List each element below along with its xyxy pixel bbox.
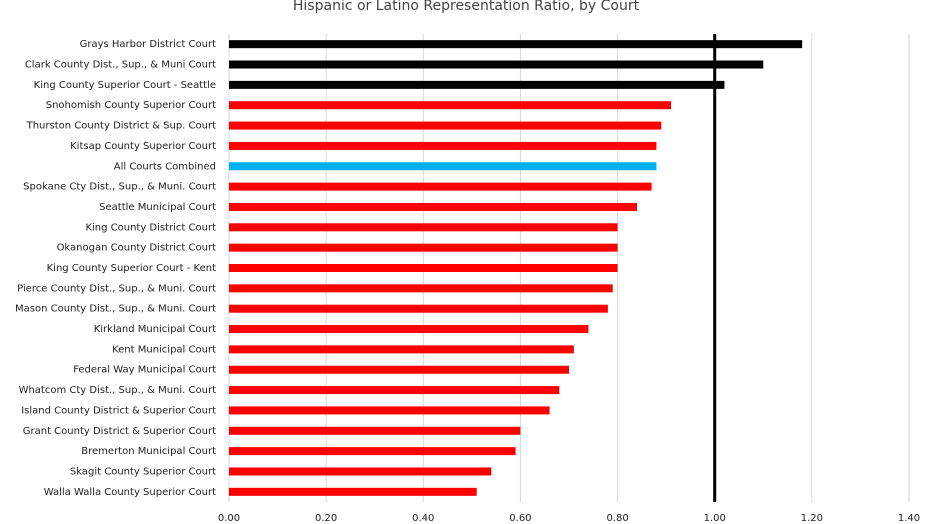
chart-title: Hispanic or Latino Representation Ratio,… bbox=[293, 0, 640, 14]
bar bbox=[229, 162, 657, 171]
bar bbox=[229, 365, 569, 374]
y-tick-label: Island County District & Superior Court bbox=[21, 405, 216, 416]
bar bbox=[229, 40, 803, 49]
y-tick-label: King County Superior Court - Seattle bbox=[34, 80, 216, 91]
y-tick-label: Pierce County Dist., Sup., & Muni. Court bbox=[17, 283, 216, 294]
y-tick-label: Kent Municipal Court bbox=[112, 344, 216, 355]
bar bbox=[229, 264, 618, 272]
x-tick-label: 1.40 bbox=[898, 513, 920, 524]
y-tick-label: Seattle Municipal Court bbox=[99, 202, 216, 213]
y-tick-label: Kitsap County Superior Court bbox=[70, 141, 216, 152]
y-tick-label: Walla Walla County Superior Court bbox=[44, 487, 216, 498]
bar bbox=[229, 60, 764, 69]
bar bbox=[229, 386, 560, 395]
x-tick-label: 0.20 bbox=[315, 513, 337, 524]
x-tick-label: 1.00 bbox=[704, 513, 726, 524]
bar bbox=[229, 345, 574, 354]
bar bbox=[229, 243, 618, 252]
bar bbox=[229, 284, 613, 293]
y-tick-label: Grant County District & Superior Court bbox=[23, 426, 216, 437]
bar bbox=[229, 121, 662, 130]
bar bbox=[229, 304, 608, 313]
bar bbox=[229, 101, 671, 110]
y-tick-label: All Courts Combined bbox=[114, 161, 216, 172]
x-tick-label: 0.60 bbox=[509, 513, 531, 524]
y-tick-label: Snohomish County Superior Court bbox=[46, 100, 216, 111]
y-tick-label: King County Superior Court - Kent bbox=[47, 263, 216, 274]
x-tick-label: 0.40 bbox=[412, 513, 434, 524]
x-tick-label: 0.80 bbox=[606, 513, 628, 524]
y-tick-label: Thurston County District & Sup. Court bbox=[26, 121, 216, 132]
y-tick-label: Spokane Cty Dist., Sup., & Muni. Court bbox=[23, 182, 216, 193]
bar bbox=[229, 467, 492, 476]
y-tick-label: Whatcom Cty Dist., Sup., & Muni. Court bbox=[19, 385, 216, 396]
bar bbox=[229, 182, 652, 191]
y-tick-label: Skagit County Superior Court bbox=[70, 466, 216, 477]
y-tick-label: Bremerton Municipal Court bbox=[81, 446, 216, 457]
y-tick-label: Kirkland Municipal Court bbox=[94, 324, 216, 335]
bar bbox=[229, 80, 725, 89]
y-tick-label: Clark County Dist., Sup., & Muni Court bbox=[25, 60, 216, 71]
bar bbox=[229, 406, 550, 415]
y-tick-label: King County District Court bbox=[85, 222, 216, 233]
x-tick-label: 1.20 bbox=[801, 513, 823, 524]
bar bbox=[229, 487, 477, 496]
bar bbox=[229, 141, 657, 150]
y-tick-label: Okanogan County District Court bbox=[57, 243, 217, 254]
bar bbox=[229, 426, 521, 435]
y-tick-label: Grays Harbor District Court bbox=[80, 39, 216, 50]
y-tick-label: Federal Way Municipal Court bbox=[73, 365, 216, 376]
bar bbox=[229, 223, 618, 232]
y-tick-label: Mason County Dist., Sup., & Muni. Court bbox=[15, 304, 216, 315]
bar bbox=[229, 202, 637, 211]
x-tick-label: 0.00 bbox=[218, 513, 240, 524]
bar bbox=[229, 447, 516, 456]
bar bbox=[229, 325, 589, 334]
